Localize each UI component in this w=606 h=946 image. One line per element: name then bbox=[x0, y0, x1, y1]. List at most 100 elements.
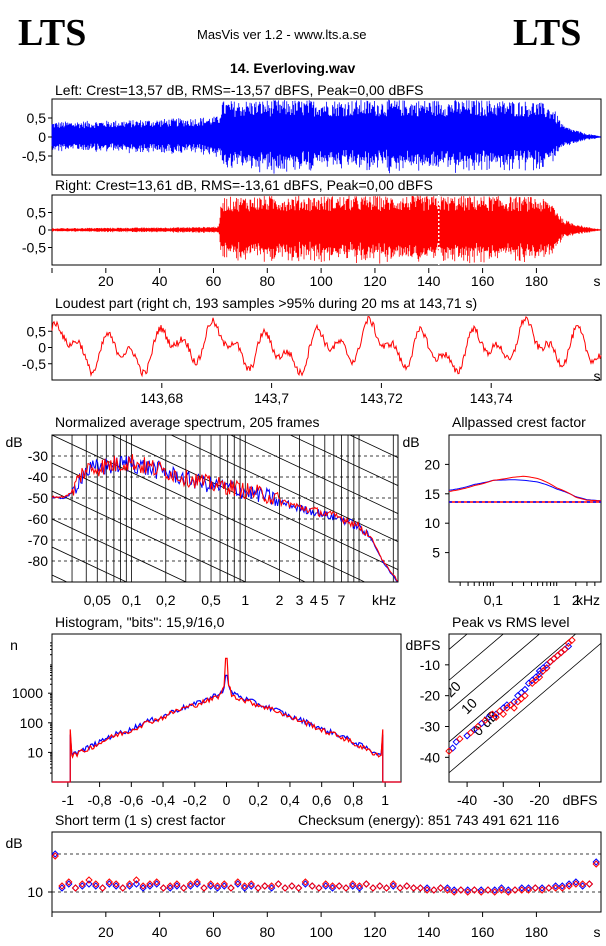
short-term-point-right_crest bbox=[51, 852, 59, 860]
spectrum-xtick-label: 0,1 bbox=[122, 592, 142, 608]
short-term-point-right_crest bbox=[301, 878, 310, 886]
short-term-point-left_crest bbox=[572, 878, 580, 886]
peak-rms-point-right bbox=[456, 735, 464, 743]
short-term-point-left_crest bbox=[565, 880, 573, 888]
spectrum-diagonal bbox=[52, 239, 398, 402]
short-term-point-left_crest bbox=[376, 882, 384, 890]
short-term-point-left_crest bbox=[179, 884, 188, 892]
short-term-point-right_crest bbox=[538, 886, 546, 894]
spectrum-ytick-label: -70 bbox=[28, 532, 48, 548]
short-term-point-left_crest bbox=[348, 882, 357, 890]
peak-rms-point-right bbox=[445, 747, 453, 755]
short-term-point-right_crest bbox=[470, 886, 479, 894]
peak-rms-point-right bbox=[467, 728, 475, 737]
loudest-trace bbox=[51, 316, 602, 378]
spectrum-frame bbox=[51, 434, 399, 583]
histogram-xtick-label: -0,6 bbox=[119, 792, 143, 808]
short-term-point-left_crest bbox=[463, 886, 472, 894]
peak-rms-ytick-label: -10 bbox=[420, 657, 440, 673]
short-term-point-left_crest bbox=[355, 884, 364, 892]
short-term-point-left_crest bbox=[531, 884, 540, 892]
peak-rms-point-right bbox=[499, 710, 507, 718]
short-term-point-right_crest bbox=[545, 884, 553, 892]
short-term-point-left_crest bbox=[200, 884, 208, 892]
short-term-point-left_crest bbox=[173, 882, 181, 890]
peak-rms-ytick-label: -30 bbox=[420, 719, 440, 735]
peak-rms-point-right bbox=[474, 722, 482, 731]
short-term-point-left_crest bbox=[396, 884, 404, 892]
allpass-xaxis-label: kHz bbox=[576, 592, 600, 608]
waveform-xtick-label: 180 bbox=[525, 273, 549, 289]
short-term-point-left_crest bbox=[551, 882, 560, 890]
short-term-point-right_crest bbox=[403, 882, 411, 890]
short-term-point-right_crest bbox=[497, 886, 506, 894]
peak-rms-title: Peak vs RMS level bbox=[452, 614, 570, 630]
short-term-point-right_crest bbox=[457, 886, 465, 894]
waveform-xtick-label: 20 bbox=[98, 273, 114, 289]
waveform-xtick-label: 60 bbox=[206, 273, 222, 289]
allpass-xtick-label: 1 bbox=[553, 592, 561, 608]
short-term-point-right_crest bbox=[132, 876, 141, 884]
histogram-xtick-label: -1 bbox=[62, 792, 75, 808]
histogram-trace-left_n bbox=[52, 674, 401, 783]
peak-rms-point-right bbox=[481, 716, 489, 725]
short-term-point-right_crest bbox=[119, 884, 127, 892]
short-term-point-left_crest bbox=[335, 882, 343, 890]
short-term-point-left_crest bbox=[58, 884, 66, 892]
short-term-xtick-label: 160 bbox=[471, 924, 495, 940]
spectrum-xtick-label: 5 bbox=[321, 592, 329, 608]
peak-rms-point-right bbox=[561, 645, 569, 654]
short-term-point-right_crest bbox=[98, 884, 107, 892]
peak-rms-crest-line bbox=[449, 634, 541, 712]
short-term-point-left_crest bbox=[234, 880, 242, 888]
left-waveform-ytick-label: -0,5 bbox=[22, 148, 46, 164]
right-waveform-ytick-label: 0,5 bbox=[27, 205, 47, 221]
short-term-point-right_crest bbox=[71, 884, 80, 892]
short-term-point-right_crest bbox=[112, 880, 120, 888]
waveform-xtick-label: 40 bbox=[152, 273, 168, 289]
short-term-point-right_crest bbox=[355, 882, 364, 890]
short-term-xtick-label: 100 bbox=[309, 924, 333, 940]
histogram-trace-right_n bbox=[52, 657, 401, 783]
short-term-point-left_crest bbox=[362, 880, 371, 888]
logo-right: LTS bbox=[513, 12, 582, 54]
allpass-ytick-label: 10 bbox=[424, 515, 440, 531]
short-term-point-right_crest bbox=[518, 886, 526, 894]
short-term-point-left_crest bbox=[423, 884, 431, 892]
short-term-point-left_crest bbox=[545, 884, 553, 892]
loudest-xtick-label: 143,7 bbox=[254, 390, 289, 406]
allpass-trace-right_db bbox=[448, 475, 602, 502]
short-term-point-left_crest bbox=[477, 886, 485, 894]
histogram-xtick-label: 0,2 bbox=[248, 792, 268, 808]
short-term-point-left_crest bbox=[119, 884, 127, 892]
spectrum-xtick-label: 0,2 bbox=[156, 592, 176, 608]
short-term-point-left_crest bbox=[193, 880, 201, 888]
short-term-point-left_crest bbox=[436, 884, 445, 892]
spectrum-diagonal bbox=[170, 435, 398, 542]
app-title: MasVis ver 1.2 - www.lts.a.se bbox=[197, 27, 367, 42]
short-term-point-right_crest bbox=[220, 880, 229, 888]
allpass-ytick-label: 20 bbox=[424, 456, 440, 472]
histogram-xtick-label: 0,8 bbox=[344, 792, 364, 808]
short-term-point-left_crest bbox=[504, 886, 513, 894]
peak-rms-xtick-label: -20 bbox=[529, 792, 549, 808]
short-term-point-left_crest bbox=[585, 880, 594, 888]
loudest-xtick-label: 143,74 bbox=[470, 390, 513, 406]
waveform-xtick-label: 100 bbox=[309, 273, 333, 289]
waveform-xtick-label: 140 bbox=[417, 273, 441, 289]
allpass-yaxis-label: dB bbox=[402, 434, 419, 450]
short-term-point-right_crest bbox=[58, 882, 66, 890]
left-waveform-trace bbox=[51, 99, 601, 174]
short-term-point-left_crest bbox=[254, 884, 262, 892]
short-term-point-right_crest bbox=[565, 882, 573, 890]
short-term-point-right_crest bbox=[524, 886, 533, 894]
short-term-point-right_crest bbox=[146, 880, 154, 888]
allpass-frame bbox=[448, 434, 602, 583]
spectrum-title: Normalized average spectrum, 205 frames bbox=[55, 414, 320, 430]
histogram-ytick-label: 10 bbox=[27, 744, 43, 760]
short-term-xtick-label: 20 bbox=[98, 924, 114, 940]
left-waveform-ytick-label: 0 bbox=[38, 129, 46, 145]
short-term-point-left_crest bbox=[240, 884, 249, 892]
short-term-point-right_crest bbox=[369, 884, 377, 892]
short-term-point-right_crest bbox=[65, 878, 73, 886]
